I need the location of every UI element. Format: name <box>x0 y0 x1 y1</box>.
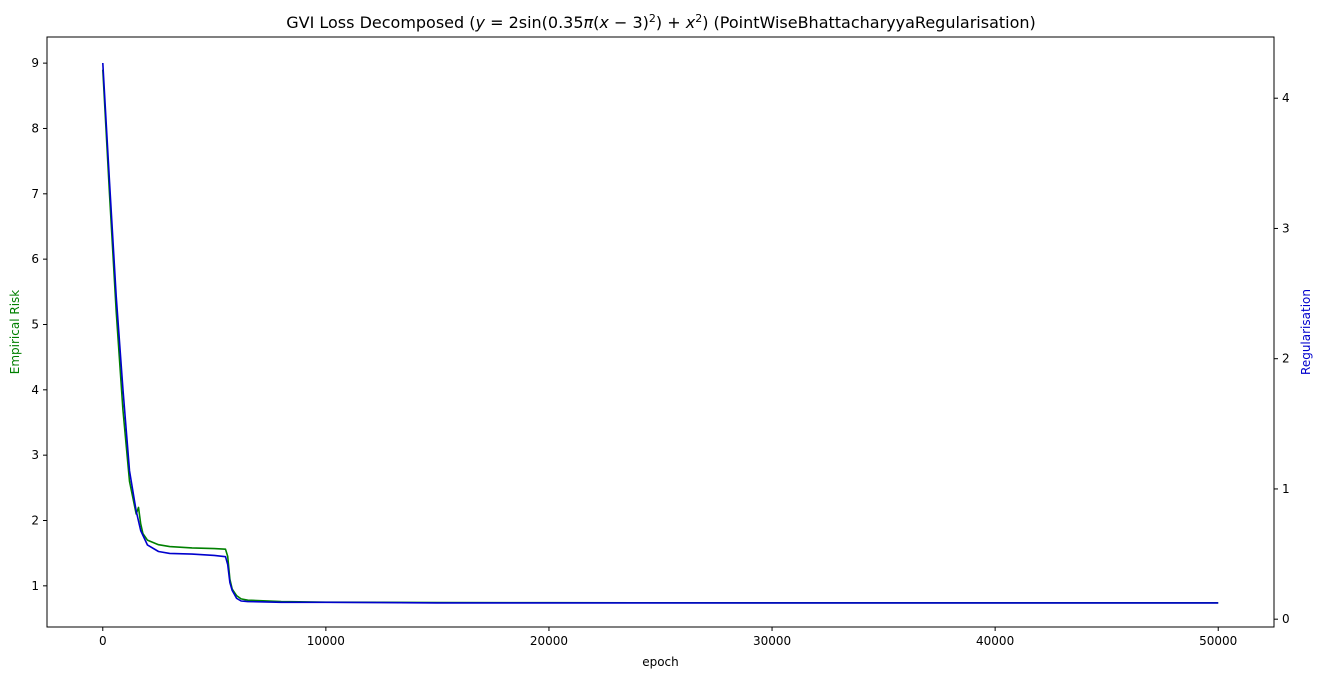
x-tick-label: 20000 <box>530 634 568 648</box>
y-left-tick-label: 3 <box>31 448 39 462</box>
y-right-tick-label: 0 <box>1282 612 1290 626</box>
y-left-tick-label: 8 <box>31 121 39 135</box>
y-left-tick-label: 5 <box>31 317 39 331</box>
y-left-tick-label: 7 <box>31 187 39 201</box>
y-left-tick-label: 1 <box>31 579 39 593</box>
y-right-tick-label: 3 <box>1282 221 1290 235</box>
x-tick-label: 40000 <box>976 634 1014 648</box>
x-tick-label: 30000 <box>753 634 791 648</box>
plot-frame <box>46 36 1275 628</box>
x-tick-label: 10000 <box>307 634 345 648</box>
plot-area: 0 10000 20000 30000 40000 50000 1 2 3 4 5 6 7 8 9 0 1 2… <box>31 36 1290 648</box>
y-axis-right: 0 1 2 3 4 <box>1274 91 1290 626</box>
y-right-tick-label: 2 <box>1282 352 1290 366</box>
y-right-tick-label: 1 <box>1282 482 1290 496</box>
y-left-tick-label: 4 <box>31 383 39 397</box>
y-left-tick-label: 9 <box>31 56 39 70</box>
y-left-tick-label: 6 <box>31 252 39 266</box>
x-tick-label: 0 <box>99 634 107 648</box>
y-axis-left: 1 2 3 4 5 6 7 8 9 <box>31 56 47 593</box>
y-left-tick-label: 2 <box>31 513 39 527</box>
x-tick-label: 50000 <box>1199 634 1237 648</box>
y-axis-right-label: Regularisation <box>1299 289 1313 375</box>
x-axis: 0 10000 20000 30000 40000 50000 <box>99 627 1237 648</box>
series-line-regularisation <box>102 62 1219 604</box>
y-axis-left-label: Empirical Risk <box>8 290 22 375</box>
x-axis-label: epoch <box>642 655 679 669</box>
y-right-tick-label: 4 <box>1282 91 1290 105</box>
series-line-empirical-risk <box>102 69 1219 604</box>
chart-title: GVI Loss Decomposed (y = 2sin(0.35π(x − … <box>286 12 1036 32</box>
series-layer <box>102 62 1219 604</box>
